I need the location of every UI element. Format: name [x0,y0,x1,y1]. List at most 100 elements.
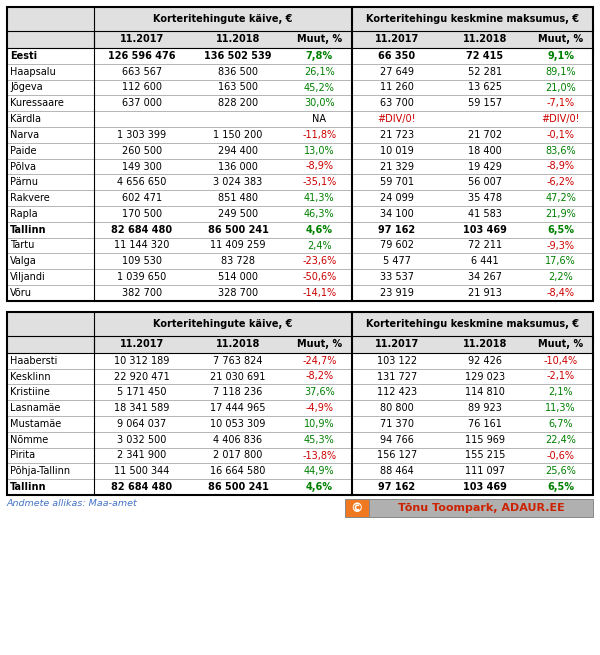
Text: 9,1%: 9,1% [547,51,574,61]
Text: 136 000: 136 000 [218,162,258,172]
Text: 13 625: 13 625 [468,83,502,92]
Text: Rakvere: Rakvere [10,193,50,203]
Text: 7 763 824: 7 763 824 [213,356,263,365]
Text: -2,1%: -2,1% [547,371,575,381]
Bar [7,7,593,301]
Text: Tallinn: Tallinn [10,225,47,234]
Text: 72 415: 72 415 [466,51,503,61]
Text: 3 032 500: 3 032 500 [117,435,166,445]
Text: -24,7%: -24,7% [302,356,337,365]
Text: 112 423: 112 423 [377,387,417,398]
Text: 30,0%: 30,0% [304,98,335,108]
Text: Andmete allikas: Maa-amet: Andmete allikas: Maa-amet [7,499,138,508]
Text: 4,6%: 4,6% [306,225,333,234]
Text: Valga: Valga [10,256,37,267]
Text: 45,2%: 45,2% [304,83,335,92]
Text: Mustamäe: Mustamäe [10,419,61,429]
Text: -8,9%: -8,9% [547,162,575,172]
Text: Paide: Paide [10,145,37,156]
Text: 18 400: 18 400 [468,145,502,156]
Text: 11.2017: 11.2017 [375,35,419,45]
Text: 4 656 650: 4 656 650 [117,178,166,187]
Text: 156 127: 156 127 [377,451,417,460]
Text: Viljandi: Viljandi [10,272,46,282]
Text: 2 341 900: 2 341 900 [117,451,166,460]
Text: 17,6%: 17,6% [545,256,576,267]
Text: Tõnu Toompark, ADAUR.EE: Tõnu Toompark, ADAUR.EE [398,503,565,513]
Text: 10 053 309: 10 053 309 [211,419,266,429]
Text: 16 664 580: 16 664 580 [211,466,266,476]
Text: 11.2018: 11.2018 [216,339,260,349]
Text: Jõgeva: Jõgeva [10,83,43,92]
Text: 5 477: 5 477 [383,256,411,267]
Text: 7,8%: 7,8% [305,51,333,61]
Text: 602 471: 602 471 [122,193,162,203]
Text: 637 000: 637 000 [122,98,162,108]
Text: 22 920 471: 22 920 471 [114,371,170,381]
Text: 112 600: 112 600 [122,83,162,92]
Text: Võru: Võru [10,288,32,298]
Text: 33 537: 33 537 [380,272,414,282]
Text: 2 017 800: 2 017 800 [214,451,263,460]
Text: Korteritehingute käive, €: Korteritehingute käive, € [154,14,293,24]
Text: 5 171 450: 5 171 450 [117,387,167,398]
Text: 97 162: 97 162 [379,482,415,492]
Text: 163 500: 163 500 [218,83,258,92]
Text: -0,1%: -0,1% [547,130,575,140]
Text: 6,5%: 6,5% [547,482,574,492]
Text: 26,1%: 26,1% [304,67,335,77]
Text: 76 161: 76 161 [468,419,502,429]
Text: -6,2%: -6,2% [547,178,575,187]
Text: Põhja-Tallinn: Põhja-Tallinn [10,466,70,476]
Text: Muut, %: Muut, % [296,339,342,349]
Text: 44,9%: 44,9% [304,466,335,476]
Text: 260 500: 260 500 [122,145,162,156]
Text: 59 701: 59 701 [380,178,414,187]
Text: 129 023: 129 023 [464,371,505,381]
Text: 136 502 539: 136 502 539 [204,51,272,61]
Text: 66 350: 66 350 [379,51,415,61]
Text: 1 303 399: 1 303 399 [117,130,166,140]
Text: 11 500 344: 11 500 344 [114,466,169,476]
Text: Kesklinn: Kesklinn [10,371,50,381]
Text: Kärdla: Kärdla [10,114,41,124]
Text: -8,9%: -8,9% [305,162,333,172]
Text: 52 281: 52 281 [467,67,502,77]
Text: 328 700: 328 700 [218,288,258,298]
Text: Narva: Narva [10,130,39,140]
Text: 382 700: 382 700 [122,288,162,298]
Text: 249 500: 249 500 [218,209,258,219]
Text: Pirita: Pirita [10,451,35,460]
Text: Haabersti: Haabersti [10,356,58,365]
Bar [7,312,593,495]
Text: 18 341 589: 18 341 589 [114,403,169,413]
Text: Muut, %: Muut, % [296,35,342,45]
Text: 1 150 200: 1 150 200 [214,130,263,140]
Text: 11 409 259: 11 409 259 [210,240,266,250]
Text: 63 700: 63 700 [380,98,414,108]
Text: 71 370: 71 370 [380,419,414,429]
Text: 34 100: 34 100 [380,209,414,219]
Text: Haapsalu: Haapsalu [10,67,56,77]
Text: -7,1%: -7,1% [547,98,575,108]
Text: 24 099: 24 099 [380,193,414,203]
Text: #DIV/0!: #DIV/0! [541,114,580,124]
Text: 47,2%: 47,2% [545,193,576,203]
Text: Lasnamäe: Lasnamäe [10,403,61,413]
Text: 45,3%: 45,3% [304,435,335,445]
Text: Korteritehingute käive, €: Korteritehingute käive, € [154,319,293,329]
Bar [7,7,593,31]
Bar [7,312,593,495]
Text: 828 200: 828 200 [218,98,258,108]
Text: 94 766: 94 766 [380,435,414,445]
Text: 21 030 691: 21 030 691 [211,371,266,381]
Text: 103 122: 103 122 [377,356,417,365]
Text: 10 312 189: 10 312 189 [114,356,169,365]
Text: 19 429: 19 429 [468,162,502,172]
Text: -23,6%: -23,6% [302,256,337,267]
Text: 514 000: 514 000 [218,272,258,282]
Text: 126 596 476: 126 596 476 [108,51,176,61]
Text: 11,3%: 11,3% [545,403,576,413]
Text: 21,9%: 21,9% [545,209,576,219]
Text: 10 019: 10 019 [380,145,414,156]
